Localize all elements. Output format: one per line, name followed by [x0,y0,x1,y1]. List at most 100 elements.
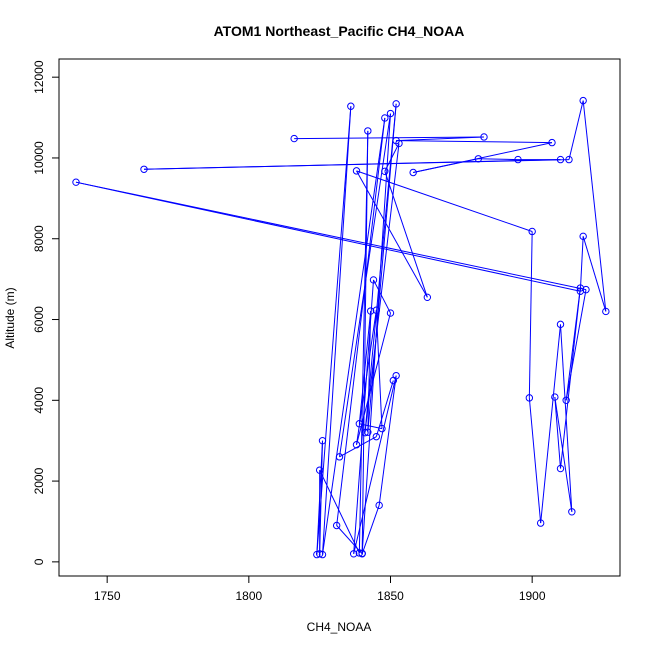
series-line-segment [143,159,570,170]
data-point [375,501,383,510]
data-point [352,167,361,175]
data-point [355,549,364,557]
y-tick-label: 12000 [32,60,46,94]
plot-frame [58,58,621,577]
y-axis: 0 2000 4000 6000 8000 10000 12000 [32,60,59,565]
data-point [355,420,364,428]
y-tick-label: 2000 [32,467,46,494]
data-point [528,227,536,236]
series-line-segment [361,113,391,554]
data-point [372,432,381,441]
data-point [318,436,327,445]
y-tick-label: 0 [32,558,46,565]
chart-title: ATOM1 Northeast_Pacific CH4_NOAA [214,23,465,39]
series-line-segment [322,117,386,555]
data-point [372,306,381,314]
data-point [366,307,375,315]
series-line-segment [478,158,519,161]
data-point [423,293,432,302]
data-point [579,96,587,105]
x-tick-label: 1850 [377,589,404,603]
series-line-segment [568,100,584,160]
series-lines [75,100,607,555]
data-point [602,307,610,316]
data-point [562,396,570,405]
series-line-segment [339,436,377,458]
data-point [378,424,386,433]
data-point [389,376,398,385]
data-point [409,168,417,177]
series-line-segment [373,279,391,314]
series-line-segment [75,181,587,291]
series-line-segment [375,310,383,429]
x-axis: 1750 1800 1850 1900 [94,576,546,603]
data-point [548,138,556,147]
data-point [480,133,488,141]
series-line-segment [322,106,352,555]
data-point [364,428,372,436]
series-line-segment [356,170,428,298]
data-point [551,393,559,401]
data-point [568,508,576,516]
series-line-segment [364,143,400,433]
data-point [290,134,298,143]
series-line-segment [396,140,553,144]
data-point [72,178,80,186]
data-point [381,114,389,122]
data-point [392,100,400,108]
data-point [556,320,565,329]
data-point [352,441,361,449]
data-point [364,127,372,135]
series-line-segment [582,100,607,312]
x-axis-label: CH4_NOAA [307,620,372,634]
data-point [369,276,378,284]
y-tick-label: 4000 [32,387,46,414]
y-tick-label: 8000 [32,225,46,252]
data-point [358,549,366,558]
data-point [579,232,587,241]
data-point [525,394,534,402]
series-line-segment [356,170,533,232]
data-point [576,284,585,292]
series-line-segment [336,117,386,526]
x-tick-label: 1900 [519,589,546,603]
series-line-segment [378,375,397,506]
data-point [474,155,483,163]
series-line-segment [540,324,561,524]
data-point [386,309,395,317]
y-tick-label: 10000 [32,141,46,175]
data-point [556,464,565,473]
series-line-segment [316,106,352,555]
data-point [395,139,403,148]
series-line-segment [353,375,397,554]
data-point [140,165,148,173]
data-point [386,109,395,118]
series-line-segment [367,103,397,433]
x-tick-label: 1750 [94,589,121,603]
data-point [381,167,389,175]
series-line-segment [319,469,360,554]
series-line-segment [413,158,479,173]
data-point [315,466,324,474]
data-point [556,155,565,164]
series-line-segment [361,130,369,554]
series-line-segment [582,236,607,312]
data-point [332,521,341,530]
data-point [361,428,369,437]
data-point [514,155,522,164]
series-line-segment [384,171,428,298]
series-line-segment [528,231,533,398]
data-point [315,550,324,558]
data-point [313,550,321,559]
series-line-segment [565,289,587,401]
series-line-segment [396,136,485,142]
data-point [335,453,344,461]
data-point [536,519,545,527]
data-point [347,102,355,110]
y-axis-label: Altitude (m) [3,287,17,348]
y-tick-label: 6000 [32,306,46,333]
series-line-segment [361,505,380,554]
series-line-segment [554,397,561,469]
series-line-segment [560,324,573,512]
